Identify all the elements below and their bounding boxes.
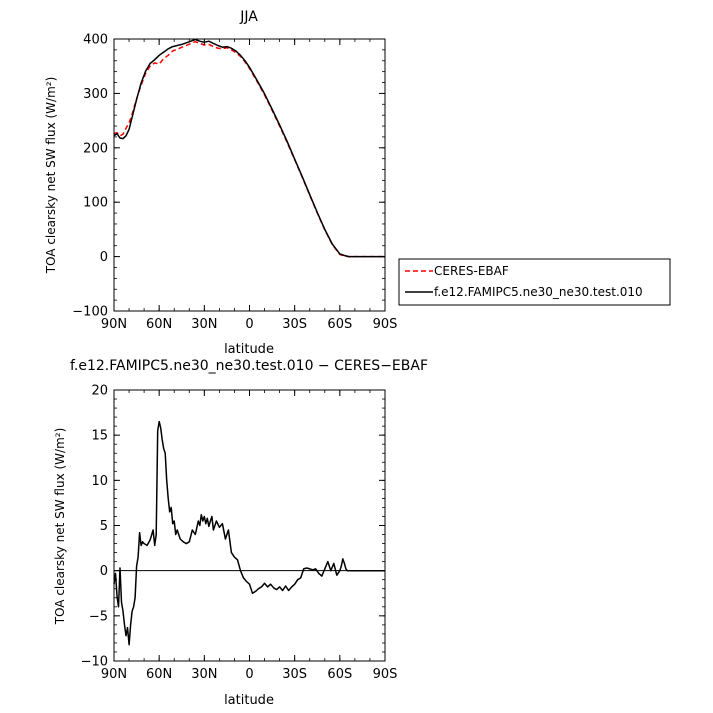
x-tick-label: 60S — [327, 667, 352, 682]
top-panel-y-ticks: −100 0 100 200 300 400 — [72, 33, 385, 320]
bottom-panel-plot-area — [113, 389, 386, 662]
y-tick-label: 0 — [100, 564, 108, 579]
y-tick-label: 15 — [91, 429, 108, 444]
y-tick-label: 400 — [83, 33, 108, 48]
bottom-panel-x-axis-label: latitude — [224, 693, 274, 708]
y-tick-label: −100 — [72, 305, 108, 320]
top-panel-x-axis-label: latitude — [224, 342, 274, 357]
bottom-panel-y-axis-label: TOA clearsky net SW flux (W/m²) — [53, 428, 67, 626]
x-tick-label: 90S — [373, 317, 398, 332]
top-panel-x-ticks: 90N 60N 30N 0 30S 60S 90S — [101, 39, 398, 332]
y-tick-label: 200 — [83, 141, 108, 156]
y-tick-label: −5 — [89, 609, 108, 624]
bottom-panel-series — [113, 420, 385, 646]
legend: CERES-EBAF f.e12.FAMIPC5.ne30_ne30.test.… — [398, 258, 671, 306]
x-tick-label: 60S — [327, 317, 352, 332]
bottom-panel-x-ticks: 90N 60N 30N 0 30S 60S 90S — [101, 390, 398, 682]
x-tick-label: 60N — [146, 317, 172, 332]
legend-label-model: f.e12.FAMIPC5.ne30_ne30.test.010 — [434, 285, 643, 299]
y-tick-label: 5 — [100, 519, 108, 534]
y-tick-label: 0 — [100, 250, 108, 265]
x-tick-label: 30S — [282, 667, 307, 682]
x-tick-label: 0 — [245, 667, 253, 682]
x-tick-label: 30N — [191, 667, 217, 682]
x-tick-label: 30N — [191, 317, 217, 332]
y-tick-label: −10 — [81, 655, 108, 670]
y-tick-label: 100 — [83, 196, 108, 211]
legend-box — [398, 258, 671, 306]
legend-label-ceres: CERES-EBAF — [434, 264, 509, 278]
y-tick-label: 300 — [83, 87, 108, 102]
top-panel-plot-area — [113, 38, 386, 312]
top-panel-title: JJA — [239, 9, 258, 25]
x-tick-label: 90N — [101, 317, 127, 332]
series-line-2 — [113, 38, 385, 258]
x-tick-label: 0 — [245, 317, 253, 332]
top-panel-y-axis-label: TOA clearsky net SW flux (W/m²) — [44, 77, 58, 275]
y-tick-label: 20 — [91, 384, 108, 399]
x-tick-label: 90N — [101, 667, 127, 682]
series-line-1 — [113, 420, 385, 646]
top-panel-series — [113, 38, 385, 258]
bottom-panel-title: f.e12.FAMIPC5.ne30_ne30.test.010 − CERES… — [70, 358, 428, 374]
bottom-panel-y-ticks: −10 −5 0 5 10 15 20 — [81, 384, 385, 670]
x-tick-label: 60N — [146, 667, 172, 682]
x-tick-label: 30S — [282, 317, 307, 332]
bottom-panel: f.e12.FAMIPC5.ne30_ne30.test.010 − CERES… — [53, 358, 428, 708]
y-tick-label: 10 — [91, 474, 108, 489]
series-line-1 — [113, 40, 385, 258]
x-tick-label: 90S — [373, 667, 398, 682]
